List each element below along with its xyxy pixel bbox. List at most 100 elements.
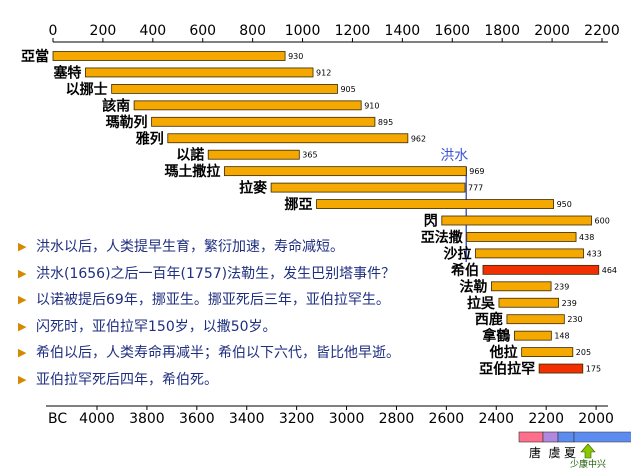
lifespan-value-label: 895 [378, 118, 393, 127]
person-name-label: 西鹿 [475, 311, 503, 328]
lifespan-bar [85, 67, 314, 78]
lifespan-bar [316, 199, 554, 209]
lifespan-value-label: 969 [469, 167, 484, 176]
annotation-item: ▶ 洪水以后，人类提早生育，繁衍加速，寿命减短。 [18, 236, 438, 263]
bottom-axis-tick-label: 2400 [478, 411, 514, 427]
dynasty-segment [518, 431, 544, 443]
up-arrow-icon [580, 443, 596, 459]
person-name-label: 亞法撒 [421, 229, 464, 246]
flood-label: 洪水 [440, 148, 468, 164]
bottom-axis-tick-label: 2800 [379, 411, 415, 427]
annotation-item: ▶ 以诺被提后69年，挪亚生。挪亚死后三年，亚伯拉罕生。 [18, 289, 438, 316]
lifespan-bar [538, 363, 584, 374]
bottom-axis-tick-label: 3600 [179, 411, 215, 427]
bottom-axis-tick-label: 2000 [578, 411, 614, 427]
lifespan-value-label: 777 [468, 184, 483, 193]
top-axis-tick-label: 400 [139, 23, 166, 39]
dynasty-label: 虞 [548, 446, 560, 460]
lifespan-value-label: 230 [567, 315, 582, 324]
lifespan-value-label: 600 [595, 217, 610, 226]
lifespan-bar [167, 133, 409, 144]
bullet-icon: ▶ [18, 346, 27, 360]
lifespan-value-label: 910 [364, 101, 379, 110]
annotation-text: 希伯以后，人类寿命再减半；希伯以下六代，皆比他早逝。 [36, 345, 400, 362]
lifespan-bar [133, 100, 362, 111]
labels-layer: 930 亞當 912 塞特 905 以挪士 910 該南 895 瑪勒列 962 雅列 365 以諾 969… [21, 48, 617, 378]
person-name-label: 閃 [424, 214, 438, 230]
person-name-label: 塞特 [53, 64, 81, 81]
lifespan-bar [482, 264, 600, 275]
lifespan-value-label: 239 [562, 299, 577, 308]
person-name-label: 拉麥 [239, 180, 268, 197]
lifespan-bar [441, 215, 592, 226]
lifespan-value-label: 433 [587, 249, 602, 258]
bullet-icon: ▶ [18, 319, 27, 333]
person-name-label: 瑪土撒拉 [164, 163, 220, 180]
dynasty-label: 唐 [529, 445, 541, 460]
lifespan-value-label: 438 [579, 233, 594, 242]
top-axis-tick-label: 1600 [434, 23, 470, 39]
top-axis-tick-label: 600 [189, 23, 216, 39]
person-name-label: 希伯 [451, 262, 479, 279]
lifespan-value-label: 175 [586, 365, 601, 374]
lifespan-bar [514, 330, 552, 341]
lifespan-bar [52, 51, 286, 61]
axis-layer: 0 200 400 600 800 1000 1200 1400 1600 1800 2000 220… [46, 23, 620, 427]
top-axis-tick-label: 0 [49, 23, 58, 39]
person-name-label: 沙拉 [443, 245, 471, 262]
person-name-label: 瑪勒列 [106, 114, 148, 131]
lifespan-bar [475, 248, 584, 259]
bullet-icon: ▶ [18, 266, 27, 280]
bullet-icon: ▶ [18, 240, 27, 253]
annotation-item: ▶ 希伯以后，人类寿命再减半；希伯以下六代，皆比他早逝。 [18, 342, 438, 369]
dynasty-segment [557, 431, 575, 443]
lifespan-bar [270, 182, 466, 193]
person-name-label: 亞當 [21, 48, 49, 65]
top-axis-tick-label: 1400 [385, 23, 421, 39]
lifespan-value-label: 912 [316, 68, 331, 77]
lifespan-bar [151, 116, 376, 127]
person-name-label: 法勒 [459, 278, 487, 295]
top-axis-tick-label: 1000 [285, 23, 321, 39]
annotation-text: 洪水以后，人类提早生育，繁衍加速，寿命减短。 [36, 239, 344, 255]
annotation-text: 洪水(1656)之后一百年(1757)法勒生，发生巴别塔事件？ [36, 265, 396, 282]
dynasty-marker-label: 少康中兴 [570, 458, 606, 470]
lifespan-value-label: 148 [554, 332, 569, 341]
top-axis-tick-label: 800 [239, 23, 266, 39]
top-axis-tick-label: 2200 [584, 23, 620, 39]
bars-layer [52, 51, 600, 374]
bottom-axis-tick-label: 3200 [279, 411, 315, 427]
person-name-label: 亞伯拉罕 [479, 361, 535, 378]
annotation-item: ▶ 洪水(1656)之后一百年(1757)法勒生，发生巴别塔事件？ [18, 263, 438, 290]
bullet-icon: ▶ [18, 372, 27, 386]
bottom-axis-unit-label: BC [48, 411, 67, 427]
lifespan-value-label: 962 [411, 134, 426, 143]
bottom-axis-tick-label: 3800 [129, 411, 165, 427]
top-axis-tick-label: 200 [90, 23, 117, 39]
person-name-label: 該南 [102, 97, 130, 114]
dynasty-label: 夏 [564, 446, 576, 460]
lifespan-bar [111, 84, 338, 94]
annotation-text: 闪死时，亚伯拉罕150岁，以撒50岁。 [36, 318, 277, 335]
top-axis-tick-label: 1800 [484, 23, 520, 39]
annotation-text: 亚伯拉罕死后四年，希伯死。 [36, 371, 218, 388]
person-name-label: 拿鶴 [481, 328, 510, 345]
annotation-item: ▶ 闪死时，亚伯拉罕150岁，以撒50岁。 [18, 316, 438, 343]
lifespan-bar [506, 314, 565, 325]
lifespan-value-label: 464 [602, 266, 617, 275]
annotation-text: 以诺被提后69年，挪亚生。挪亚死后三年，亚伯拉罕生。 [36, 292, 390, 309]
lifespan-value-label: 950 [557, 200, 572, 209]
bottom-axis-tick-label: 3400 [229, 411, 265, 427]
dynasty-segment [542, 431, 559, 443]
bottom-axis-tick-label: 3000 [329, 411, 365, 427]
lifespan-value-label: 239 [554, 282, 569, 291]
lifespan-value-label: 905 [340, 85, 355, 94]
person-name-label: 雅列 [136, 130, 164, 147]
lifespan-value-label: 930 [288, 52, 303, 61]
lifespan-bar [498, 297, 559, 308]
lifespan-bar [224, 166, 467, 177]
bottom-axis-tick-label: 4000 [79, 411, 115, 427]
lifespan-bar [466, 232, 577, 242]
